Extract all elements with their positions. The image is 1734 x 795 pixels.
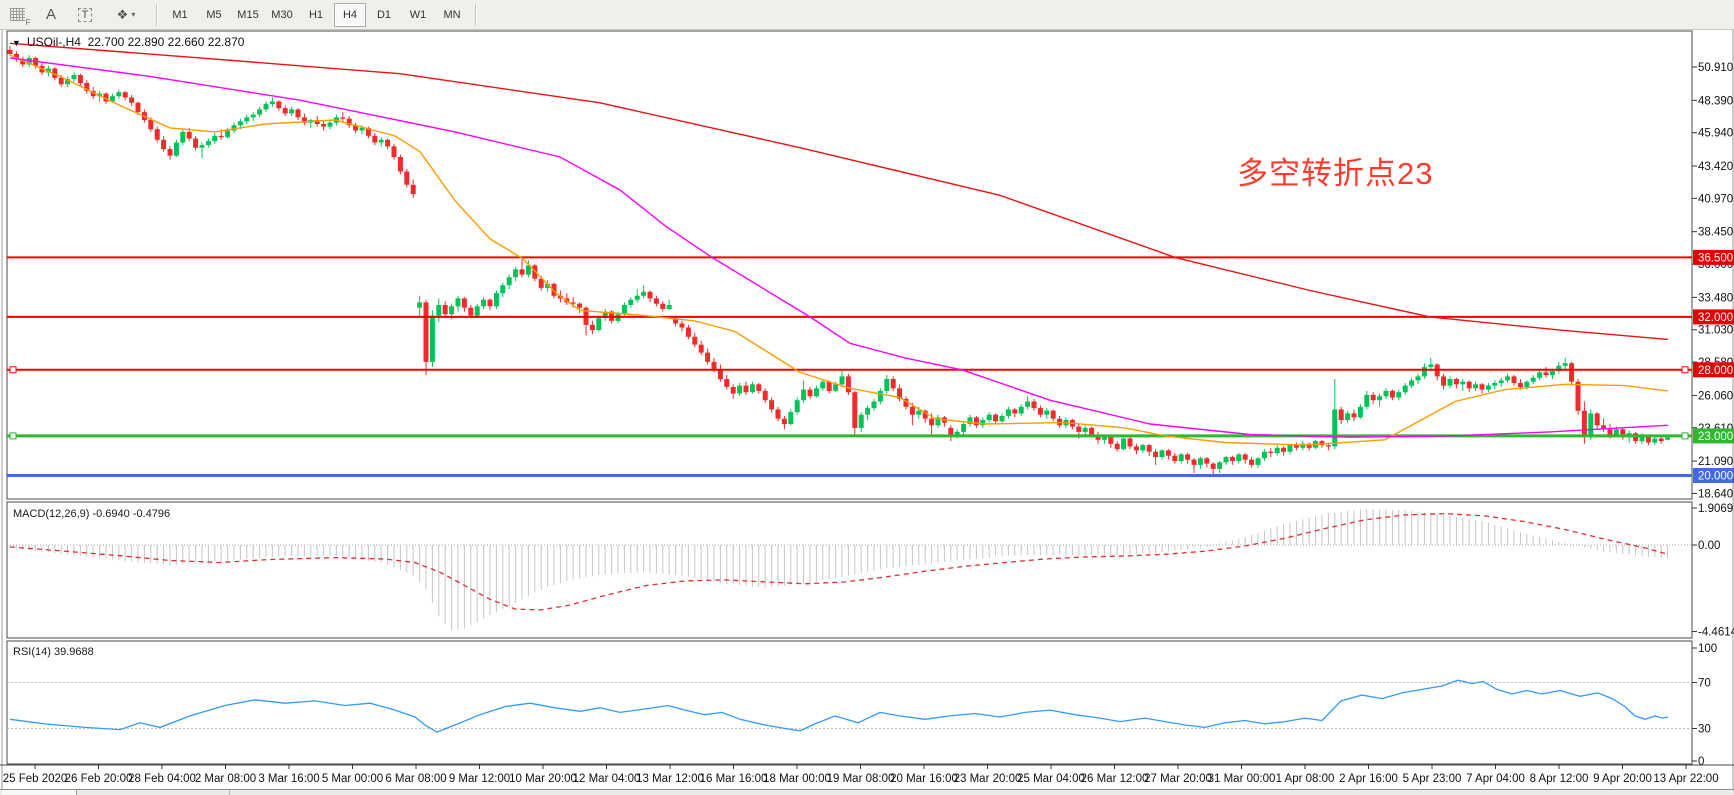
svg-text:0: 0 (1698, 756, 1704, 768)
svg-text:9 Mar 12:00: 9 Mar 12:00 (449, 773, 510, 785)
svg-text:43.420: 43.420 (1698, 161, 1733, 173)
svg-text:45.940: 45.940 (1698, 128, 1733, 140)
svg-text:20 Mar 16:00: 20 Mar 16:00 (890, 773, 958, 785)
svg-text:40.970: 40.970 (1698, 193, 1733, 205)
fast-ma (9, 54, 1669, 446)
grid-f-icon[interactable]: F (2, 3, 32, 27)
svg-text:1.9069: 1.9069 (1698, 503, 1733, 515)
rsi-axis: 100 70 30 0 (1692, 643, 1717, 768)
dropdown-caret-icon: ▾ (131, 10, 136, 19)
svg-text:8 Apr 12:00: 8 Apr 12:00 (1530, 773, 1589, 785)
svg-text:48.390: 48.390 (1698, 95, 1733, 107)
pane-borders (1, 30, 1734, 795)
tf-button-w1[interactable]: W1 (409, 8, 427, 21)
svg-text:20.000: 20.000 (1698, 471, 1733, 483)
svg-text:9 Apr 20:00: 9 Apr 20:00 (1593, 773, 1652, 785)
macd-histogram (9, 509, 1669, 630)
tf-button-h4[interactable]: H4 (334, 2, 366, 27)
svg-text:13 Mar 12:00: 13 Mar 12:00 (636, 773, 704, 785)
svg-text:31.030: 31.030 (1698, 325, 1733, 337)
svg-text:28 Feb 04:00: 28 Feb 04:00 (128, 773, 196, 785)
svg-text:2 Apr 16:00: 2 Apr 16:00 (1339, 773, 1398, 785)
chart-window: 50.910 48.390 45.940 43.420 40.970 38.450 36.0… (0, 30, 1734, 795)
toolbar: F A T ❖ ▾ M1 M5 M15 M30 H1 H4 D1 W1 MN (0, 0, 1734, 30)
svg-text:23 Mar 20:00: 23 Mar 20:00 (954, 773, 1022, 785)
macd-pane: 1.9069 0.00 -4.4614 (7, 503, 1734, 639)
svg-text:-4.4614: -4.4614 (1698, 627, 1734, 639)
svg-text:16 Mar 16:00: 16 Mar 16:00 (700, 773, 768, 785)
svg-text:3 Mar 16:00: 3 Mar 16:00 (258, 773, 319, 785)
rsi-line (9, 679, 1669, 733)
svg-text:6 Mar 08:00: 6 Mar 08:00 (385, 773, 446, 785)
arrow-objects-icon[interactable]: ❖ ▾ (116, 6, 136, 22)
svg-text:18.640: 18.640 (1698, 489, 1733, 501)
svg-text:0.00: 0.00 (1698, 540, 1720, 552)
chart-canvas[interactable]: 50.91048.39045.94043.42040.97038.45036.0… (0, 30, 1734, 795)
tf-button-mn[interactable]: MN (443, 8, 461, 21)
tf-button-m30[interactable]: M30 (271, 8, 293, 21)
svg-text:21.090: 21.090 (1698, 456, 1733, 468)
tf-button-h1[interactable]: H1 (308, 8, 324, 21)
slow-ma (9, 42, 1669, 341)
tf-button-m15[interactable]: M15 (237, 8, 259, 21)
svg-text:26 Feb 20:00: 26 Feb 20:00 (65, 773, 133, 785)
text-box-t-icon[interactable]: T (70, 3, 100, 27)
svg-text:7 Apr 04:00: 7 Apr 04:00 (1466, 773, 1525, 785)
toolbar-separator (156, 3, 157, 26)
macd-label: MACD(12,26,9) -0.6940 -0.4796 (13, 508, 171, 520)
svg-text:23.000: 23.000 (1698, 431, 1733, 443)
svg-text:25 Feb 2020: 25 Feb 2020 (3, 773, 68, 785)
macd-signal-line (9, 512, 1669, 611)
svg-text:19 Mar 08:00: 19 Mar 08:00 (827, 773, 895, 785)
svg-text:12 Mar 04:00: 12 Mar 04:00 (573, 773, 641, 785)
svg-text:100: 100 (1698, 643, 1717, 655)
macd-axis: 1.9069 0.00 -4.4614 (1692, 503, 1734, 639)
svg-text:13 Apr 22:00: 13 Apr 22:00 (1653, 773, 1718, 785)
svg-text:5 Mar 00:00: 5 Mar 00:00 (322, 773, 383, 785)
svg-text:28.000: 28.000 (1698, 365, 1733, 377)
rsi-label: RSI(14) 39.9688 (13, 646, 94, 658)
svg-text:70: 70 (1698, 678, 1711, 690)
chart-annotation-text[interactable]: 多空转折点23 (1237, 156, 1434, 191)
svg-text:10 Mar 20:00: 10 Mar 20:00 (509, 773, 577, 785)
chart-title: ▼ USOil-,H4 22.700 22.890 22.660 22.870 (12, 35, 245, 49)
text-label-a-icon[interactable]: A (45, 6, 56, 23)
tab-divider (229, 790, 230, 795)
svg-text:2 Mar 08:00: 2 Mar 08:00 (195, 773, 256, 785)
tf-button-m5[interactable]: M5 (206, 8, 222, 21)
svg-text:33.480: 33.480 (1698, 292, 1733, 304)
svg-text:50.910: 50.910 (1698, 62, 1733, 74)
svg-text:18 Mar 00:00: 18 Mar 00:00 (763, 773, 831, 785)
toolbar-separator (475, 3, 476, 26)
svg-text:26.060: 26.060 (1698, 390, 1733, 402)
svg-text:5 Apr 23:00: 5 Apr 23:00 (1403, 773, 1462, 785)
rsi-pane: 100 70 30 0 (7, 643, 1717, 768)
symbol-dropdown-icon[interactable]: ▼ (12, 38, 21, 48)
svg-text:1 Apr 08:00: 1 Apr 08:00 (1276, 773, 1335, 785)
svg-text:30: 30 (1698, 724, 1711, 736)
svg-text:36.500: 36.500 (1698, 252, 1733, 264)
svg-text:26 Mar 12:00: 26 Mar 12:00 (1081, 773, 1149, 785)
svg-text:25 Mar 04:00: 25 Mar 04:00 (1017, 773, 1085, 785)
svg-text:27 Mar 20:00: 27 Mar 20:00 (1144, 773, 1212, 785)
svg-text:32.000: 32.000 (1698, 312, 1733, 324)
mid-ma (9, 57, 1669, 438)
moving-averages (9, 42, 1669, 446)
svg-text:38.450: 38.450 (1698, 227, 1733, 239)
chart-tab-bar (0, 789, 1734, 795)
chart-tab[interactable] (2, 790, 77, 795)
price-axis[interactable]: 50.91048.39045.94043.42040.97038.45036.0… (1692, 62, 1734, 501)
tf-button-m1[interactable]: M1 (172, 8, 188, 21)
svg-text:31 Mar 00:00: 31 Mar 00:00 (1208, 773, 1276, 785)
tf-button-d1[interactable]: D1 (376, 8, 392, 21)
